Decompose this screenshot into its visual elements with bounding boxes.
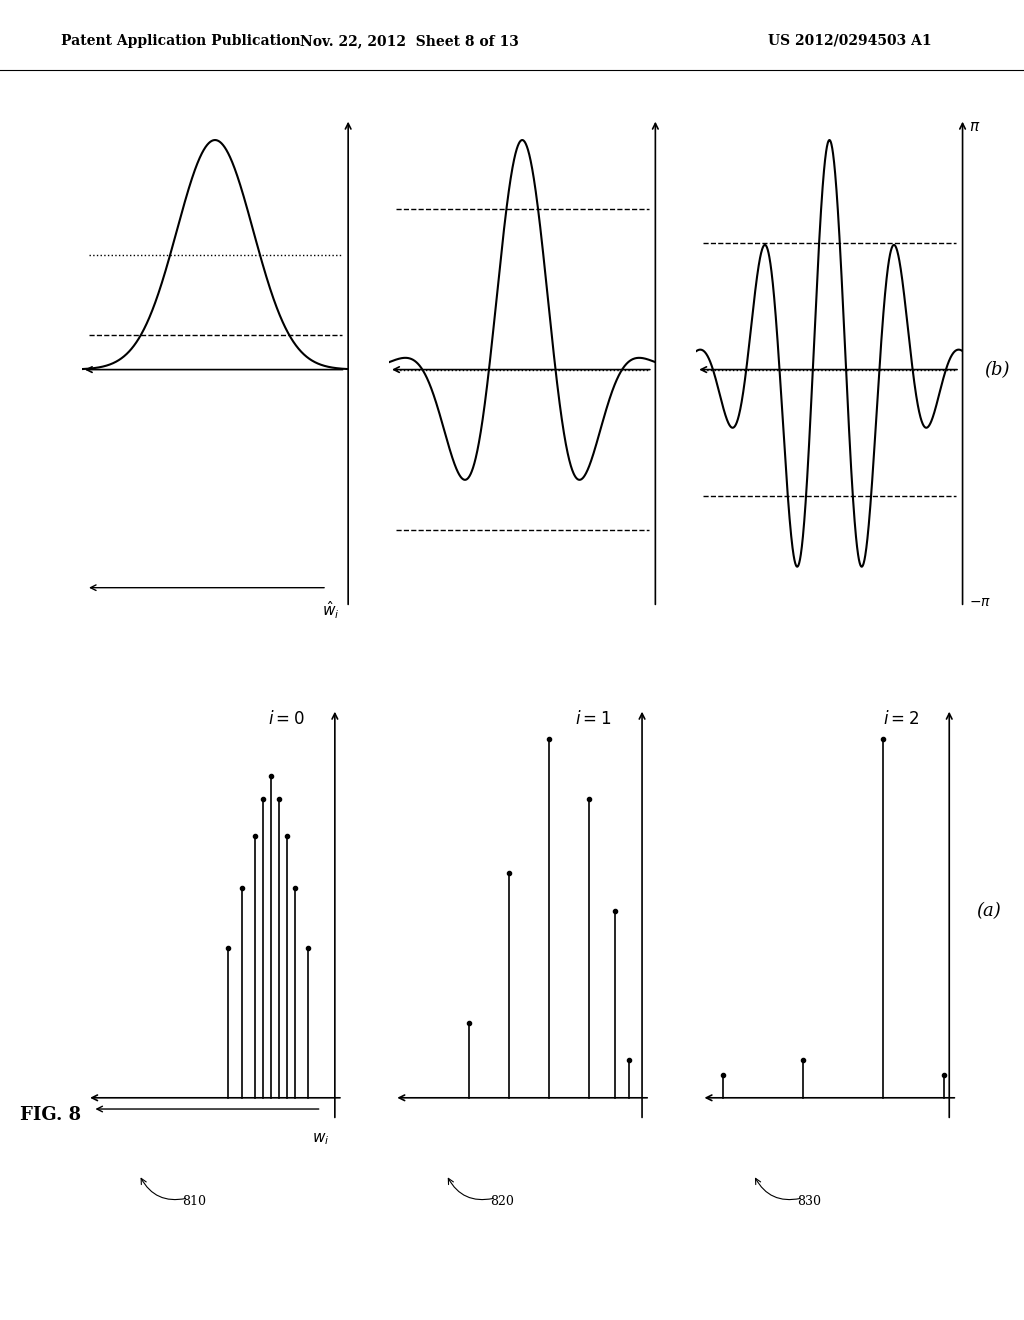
Text: $i = 2$: $i = 2$: [883, 710, 919, 727]
Text: 830: 830: [797, 1195, 821, 1208]
Text: 820: 820: [489, 1195, 514, 1208]
Text: Nov. 22, 2012  Sheet 8 of 13: Nov. 22, 2012 Sheet 8 of 13: [300, 34, 519, 48]
Text: FIG. 8: FIG. 8: [20, 1106, 82, 1125]
Text: US 2012/0294503 A1: US 2012/0294503 A1: [768, 34, 932, 48]
Text: Patent Application Publication: Patent Application Publication: [61, 34, 301, 48]
Text: 810: 810: [182, 1195, 207, 1208]
Text: $i = 1$: $i = 1$: [575, 710, 611, 727]
Text: $\pi$: $\pi$: [969, 120, 980, 133]
Text: (b): (b): [984, 360, 1010, 379]
Text: $-\pi$: $-\pi$: [969, 595, 991, 609]
Text: (a): (a): [976, 902, 1000, 920]
Text: $\hat{w}_i$: $\hat{w}_i$: [323, 599, 340, 622]
Text: $w_i$: $w_i$: [312, 1131, 330, 1147]
Text: $i = 0$: $i = 0$: [268, 710, 305, 727]
